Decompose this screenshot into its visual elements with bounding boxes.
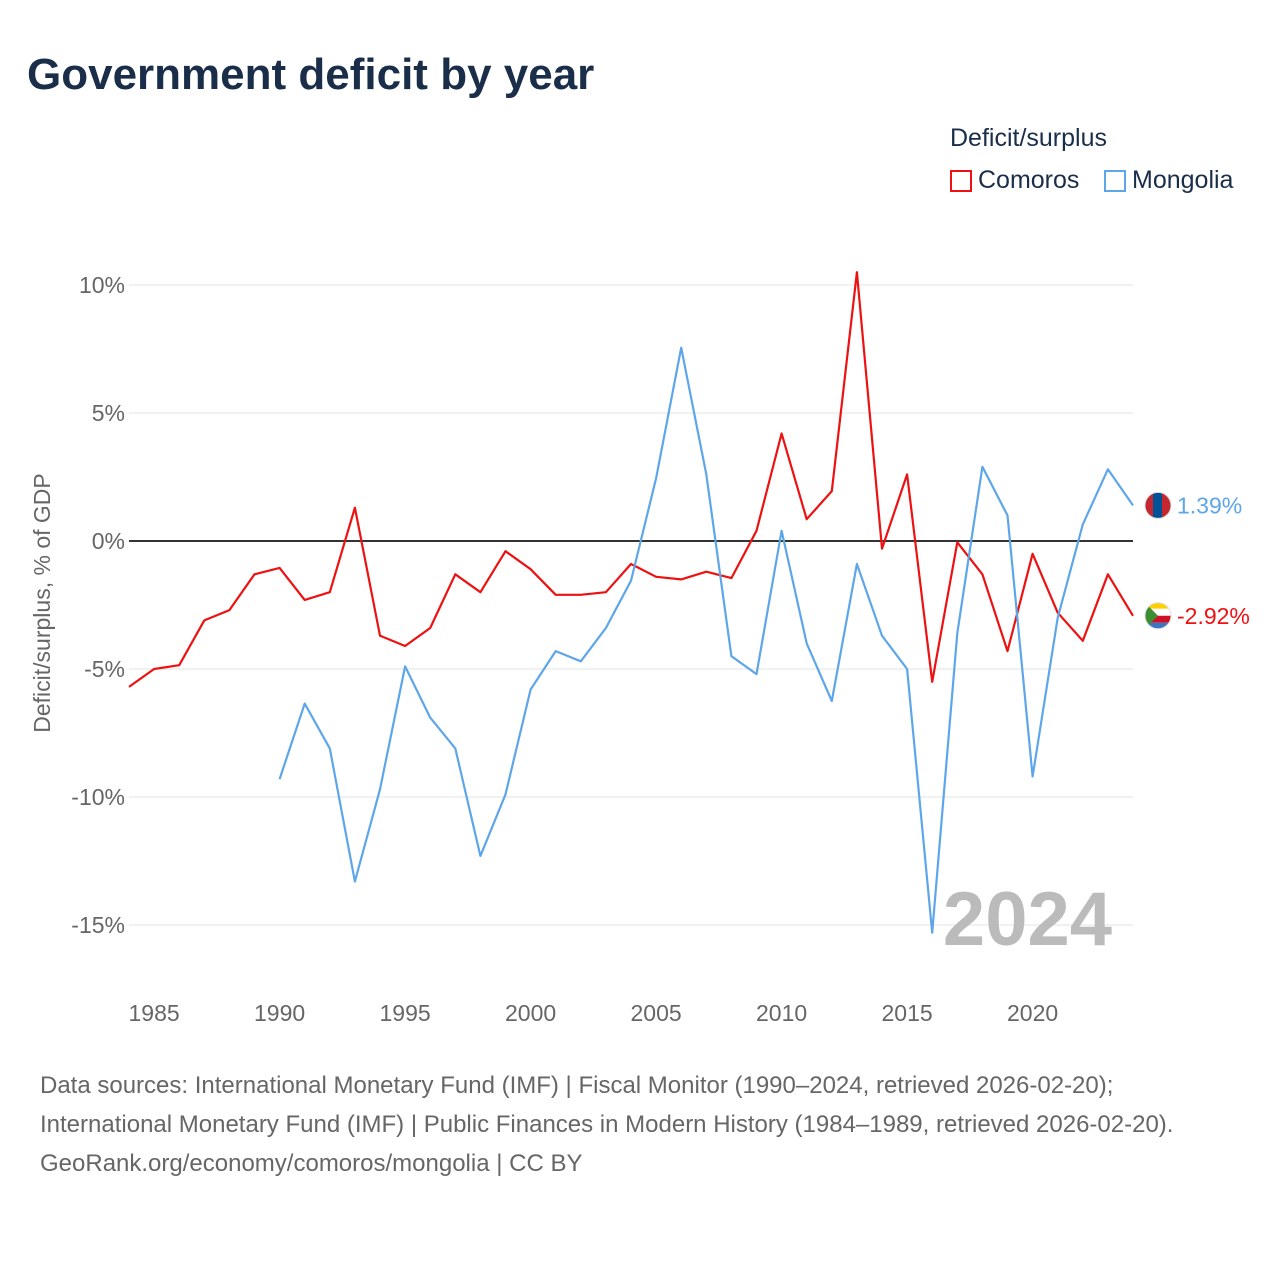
y-tick-label: 5% — [92, 400, 125, 426]
x-tick-label: 2010 — [756, 1000, 807, 1026]
flag-icon-mongolia — [1145, 492, 1171, 519]
flag-icon-comoros — [1145, 602, 1171, 629]
year-watermark: 2024 — [943, 877, 1112, 962]
y-tick-label: 10% — [79, 272, 125, 298]
footer: Data sources: International Monetary Fun… — [40, 1066, 1240, 1183]
flag-border — [1144, 602, 1172, 630]
series-line-mongolia — [278, 346, 1134, 934]
legend-title: Deficit/surplus — [950, 124, 1107, 152]
x-tick-label: 1985 — [129, 1000, 180, 1026]
legend-swatch-comoros — [950, 169, 972, 192]
x-tick-label: 2015 — [882, 1000, 933, 1026]
legend-item-comoros[interactable]: Comoros — [950, 166, 1079, 195]
flag-border — [1144, 491, 1172, 519]
y-tick-label: -10% — [71, 784, 125, 810]
line-chart: 10% 5% 0% -5% -10% -15% 1985 1990 1995 2000 2005 20… — [29, 271, 1250, 1026]
data-sources: Data sources: International Monetary Fun… — [40, 1072, 1174, 1138]
x-tick-label: 2020 — [1007, 1000, 1058, 1026]
legend-item-mongolia[interactable]: Mongolia — [1104, 166, 1233, 195]
legend-label: Comoros — [978, 166, 1080, 194]
chart-title: Government deficit by year — [27, 50, 595, 99]
x-tick-label: 2005 — [631, 1000, 682, 1026]
legend-label: Mongolia — [1132, 166, 1234, 194]
y-tick-label: -5% — [84, 656, 125, 682]
x-tick-label: 1990 — [254, 1000, 305, 1026]
credit-link[interactable]: GeoRank.org/economy/comoros/mongolia | C… — [40, 1150, 583, 1177]
x-tick-label: 2000 — [505, 1000, 556, 1026]
end-value-label: -2.92% — [1177, 603, 1250, 629]
y-tick-label: -15% — [71, 912, 125, 938]
y-axis-label: Deficit/surplus, % of GDP — [29, 473, 55, 732]
end-value-label: 1.39% — [1177, 492, 1242, 518]
x-tick-label: 1995 — [380, 1000, 431, 1026]
y-tick-label: 0% — [92, 528, 125, 554]
series-line-comoros — [128, 271, 1134, 688]
legend-swatch-mongolia — [1104, 169, 1126, 192]
